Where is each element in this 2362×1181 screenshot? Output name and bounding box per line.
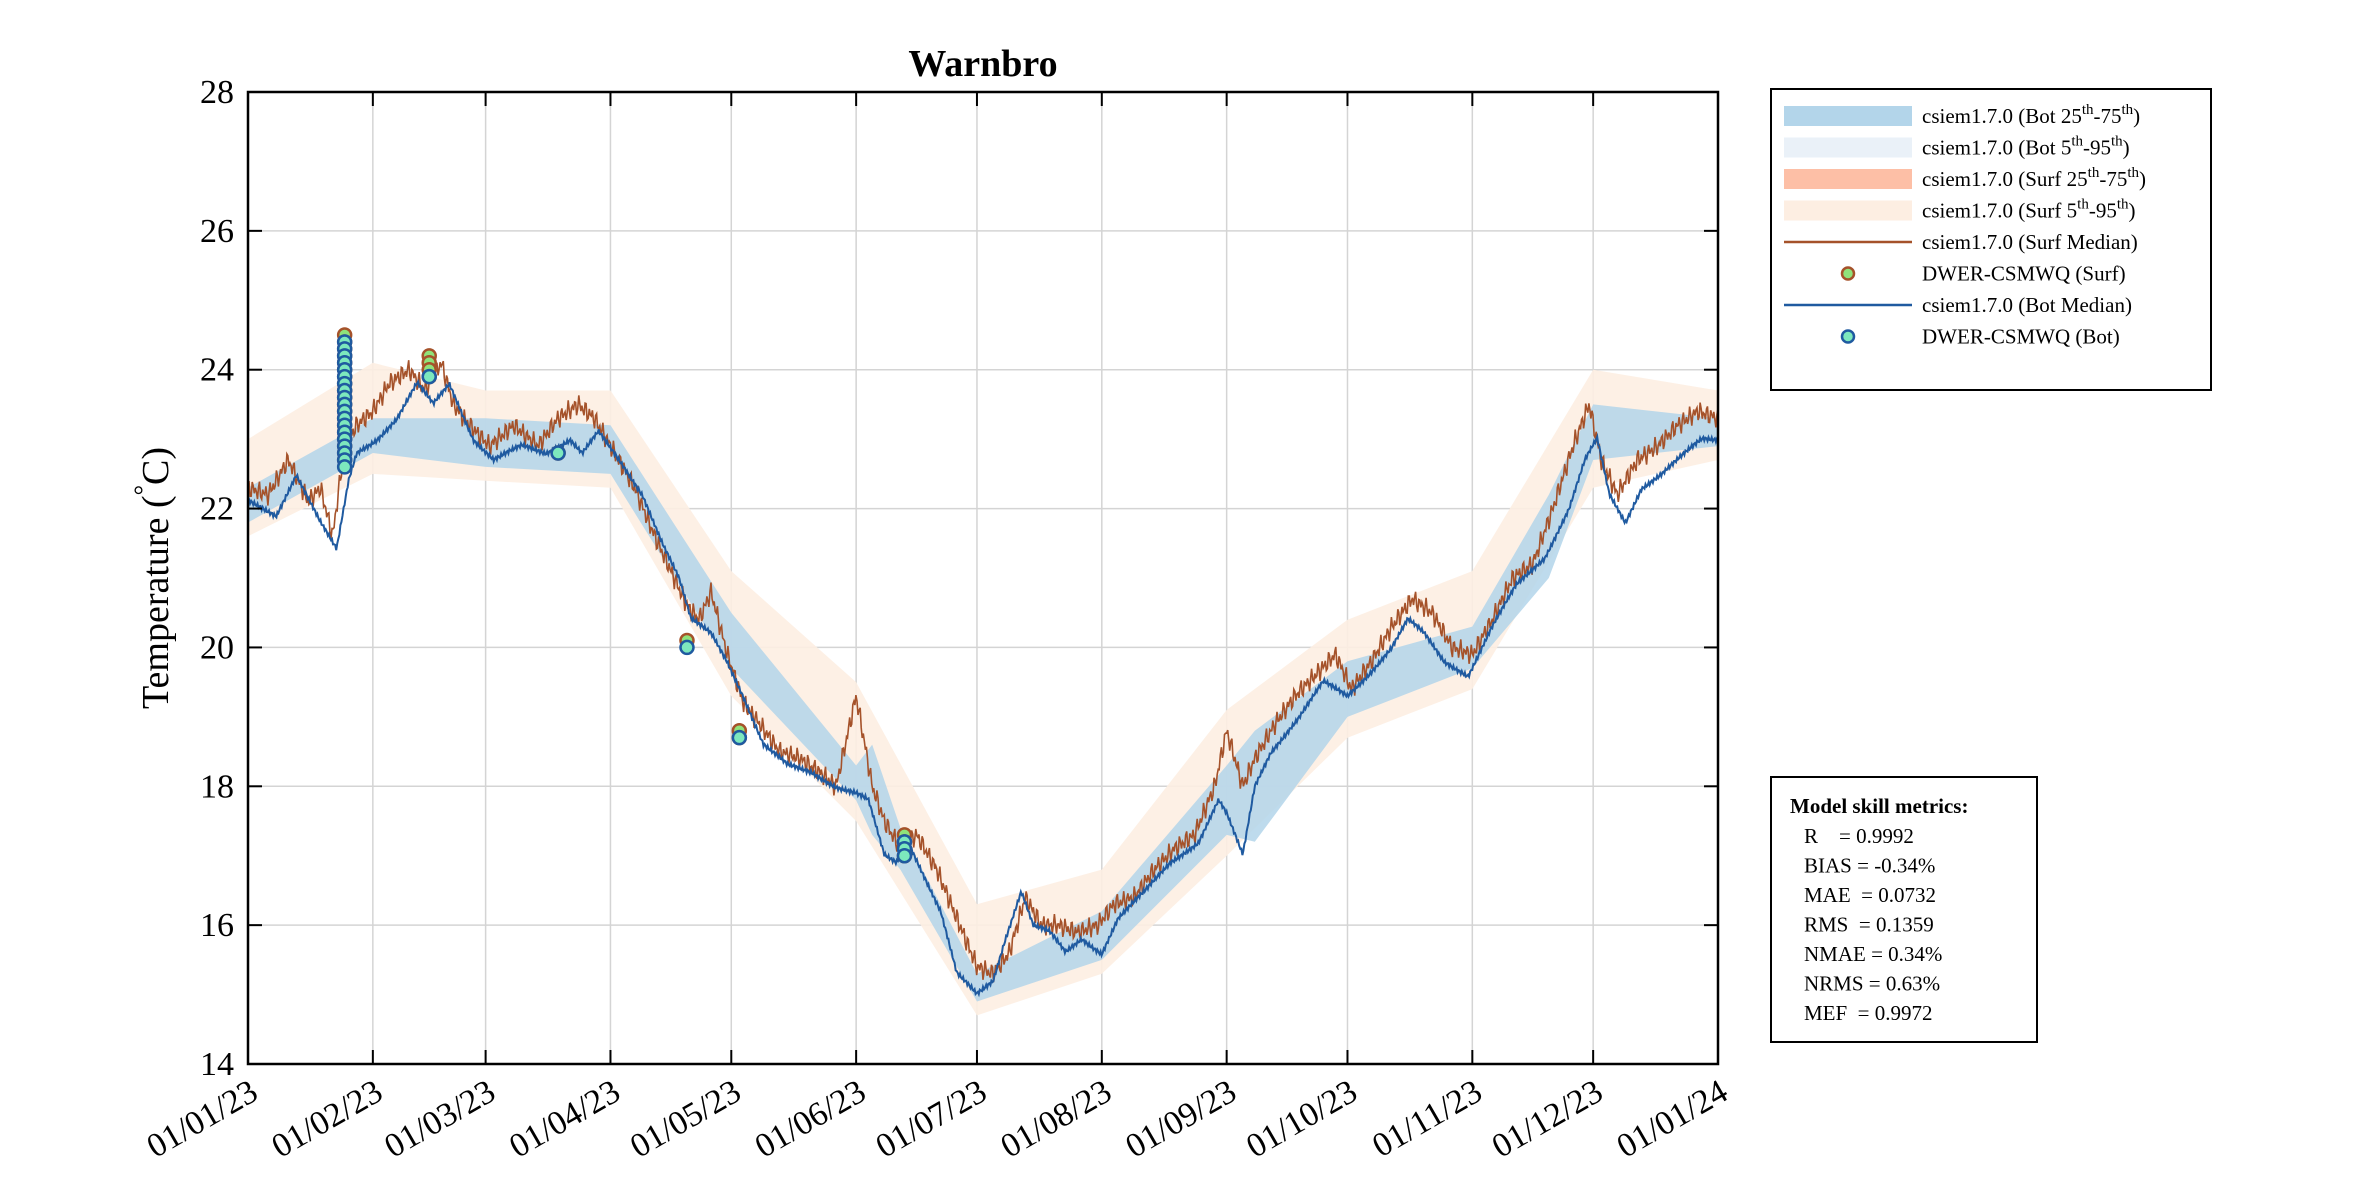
y-tick-label: 14 [200,1046,234,1083]
legend-entry-label: DWER-CSMWQ (Surf) [1922,262,2126,286]
percentile-bands [248,362,1718,1016]
y-label-degree: ° [129,485,158,495]
x-tick-label: 01/05/23 [624,1073,747,1165]
bot-median-line [247,378,1719,998]
legend-entry-label: csiem1.7.0 (Surf 25th-75th) [1922,165,2146,191]
x-tick-label: 01/10/23 [1240,1073,1363,1165]
y-tick-labels: 14 16 18 20 22 24 26 28 [200,74,234,1083]
y-tick-label: 20 [200,629,234,666]
metrics-lines: R = 0.9992 BIAS = -0.34% MAE = 0.0732 RMS =… [1804,824,1942,1025]
legend-swatch [1784,200,1912,221]
legend-marker-swatch [1840,266,1856,281]
plot-frame [246,90,1720,1066]
metric-line: NRMS = 0.63% [1804,972,1940,996]
y-tick-label: 28 [200,74,234,111]
y-tick-label: 24 [200,352,234,389]
metrics-box [1770,776,2038,1043]
y-tick-label: 16 [200,907,234,944]
legend-swatch [1784,169,1912,189]
x-tick-label: 01/12/23 [1486,1073,1609,1165]
metric-line: MAE = 0.0732 [1804,883,1936,907]
legend-entry-label: csiem1.7.0 (Surf 5th-95th) [1922,197,2136,223]
median-lines [247,360,1719,998]
metric-line: RMS = 0.1359 [1804,913,1934,937]
y-tick-label: 22 [200,491,234,528]
x-tick-label: 01/11/23 [1366,1073,1488,1165]
x-tick-label: 01/08/23 [995,1073,1118,1165]
x-tick-label: 01/02/23 [266,1073,389,1165]
y-tick-label: 26 [200,213,234,250]
metric-line: MEF = 0.9972 [1804,1001,1933,1025]
metric-line: NMAE = 0.34% [1804,942,1942,966]
obs-bot-point [679,639,695,656]
legend-entry-label: DWER-CSMWQ (Bot) [1922,325,2120,349]
legend-marker-swatch [1840,329,1856,344]
obs-bot-point [550,445,566,461]
obs-bot-point [731,729,748,746]
y-label-main: Temperature ( [135,495,177,709]
legend-swatch [1784,137,1912,158]
x-tick-label: 01/01/24 [1611,1073,1734,1165]
x-tick-label: 01/01/23 [141,1073,264,1165]
surf-median-line [247,360,1719,983]
x-tick-label: 01/07/23 [870,1073,993,1165]
obs-bot-point [896,847,913,864]
legend-swatch [1784,106,1912,126]
obs-bot-point [421,368,437,385]
x-tick-label: 01/04/23 [503,1073,626,1165]
axis-ticks [247,91,1719,1065]
x-tick-label: 01/06/23 [749,1073,872,1165]
metric-line: R = 0.9992 [1804,824,1914,848]
chart-title: Warnbro [908,43,1057,85]
obs-bot-point [336,459,353,475]
x-tick-label: 01/09/23 [1119,1073,1242,1165]
y-tick-label: 18 [200,768,234,805]
x-tick-label: 01/03/23 [378,1073,501,1165]
legend-entry-label: csiem1.7.0 (Bot 5th-95th) [1922,134,2130,160]
svg-text:Temperature (°C): Temperature (°C) [129,447,177,709]
metrics-title: Model skill metrics: [1790,794,1968,818]
bot-25-75-band [248,404,1718,1002]
observation-markers [336,327,913,864]
metric-line: BIAS = -0.34% [1804,854,1935,878]
legend-entry-label: csiem1.7.0 (Bot Median) [1922,293,2132,317]
legend: csiem1.7.0 (Bot 25th-75th) csiem1.7.0 (Bo… [1784,102,2146,349]
y-label-unit: C) [135,447,177,485]
y-axis-label: Temperature (°C) [129,447,177,709]
legend-entry-label: csiem1.7.0 (Surf Median) [1922,230,2138,254]
legend-entry-label: csiem1.7.0 (Bot 25th-75th) [1922,102,2140,128]
